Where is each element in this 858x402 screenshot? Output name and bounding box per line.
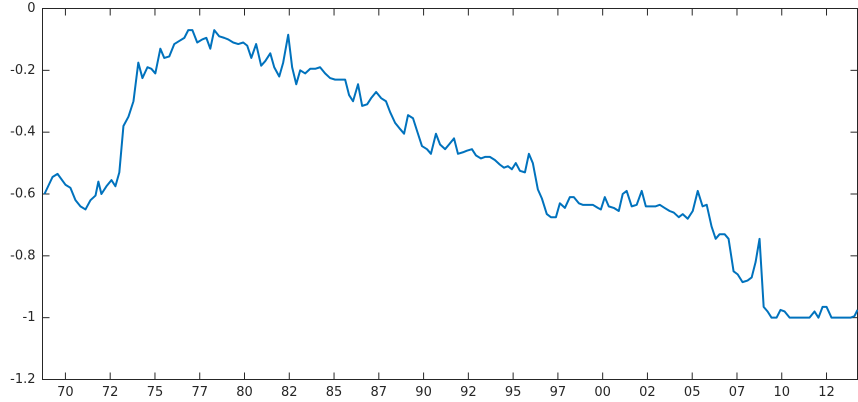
x-tick-label: 92 [460,385,477,400]
x-tick-label: 95 [505,385,522,400]
x-tick-label: 02 [639,385,656,400]
y-tick-label: -1.2 [10,372,35,387]
x-tick-label: 72 [102,385,119,400]
y-tick-label: -1 [23,310,36,325]
y-tick-label: -0.2 [10,63,35,78]
x-tick-label: 70 [57,385,74,400]
x-tick-label: 10 [773,385,790,400]
x-tick-label: 00 [594,385,611,400]
x-tick-label: 80 [236,385,253,400]
x-tick-label: 87 [371,385,388,400]
plot-box [42,8,858,380]
x-tick-label: 07 [729,385,746,400]
x-tick-label: 82 [281,385,298,400]
y-tick-label: -0.4 [10,125,35,140]
y-tick-label: -0.8 [10,248,35,263]
x-tick-label: 97 [550,385,567,400]
x-tick-label: 90 [415,385,432,400]
x-tick-label: 05 [684,385,701,400]
line-series [43,29,858,319]
x-tick-label: 85 [326,385,343,400]
x-tick-label: 75 [147,385,164,400]
y-tick-label: -0.6 [10,187,35,202]
y-tick-label: 0 [27,1,35,16]
x-tick-label: 77 [191,385,208,400]
x-tick-label: 12 [818,385,835,400]
